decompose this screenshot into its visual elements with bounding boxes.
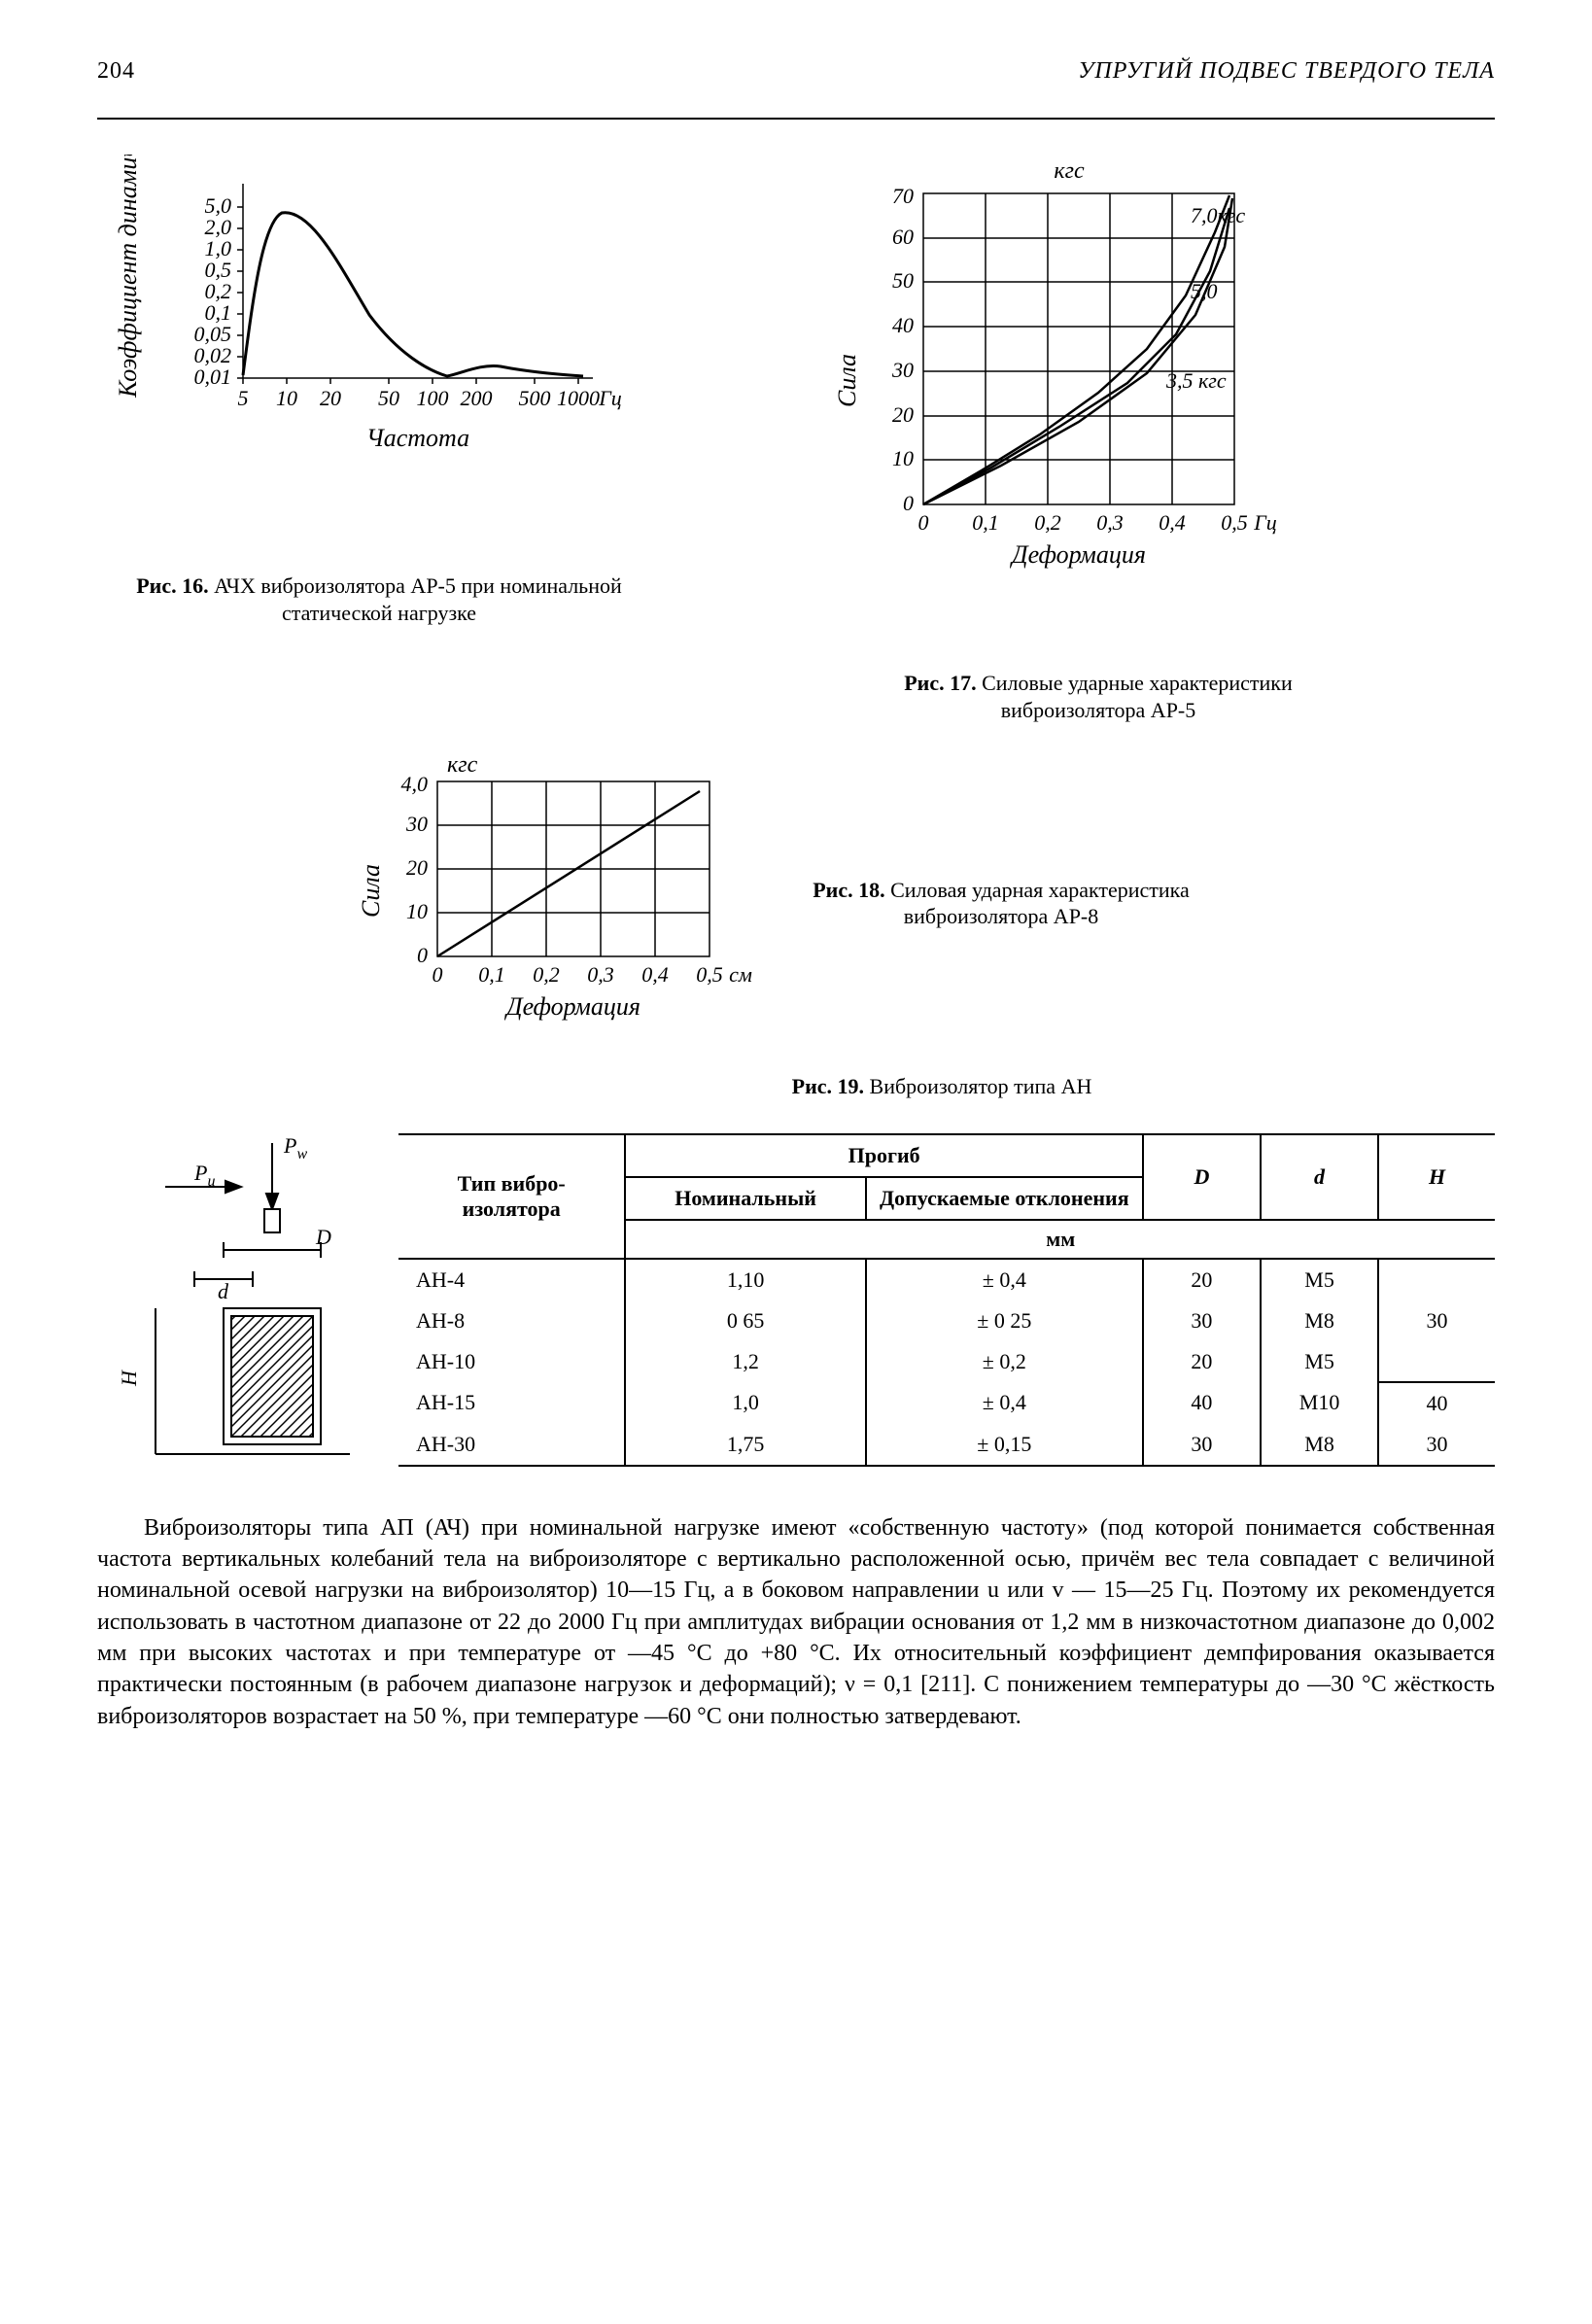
header-rule (97, 118, 1495, 120)
svg-text:Деформация: Деформация (1009, 540, 1146, 569)
svg-text:0,05: 0,05 (194, 322, 232, 346)
svg-text:5: 5 (238, 386, 249, 410)
svg-text:60: 60 (892, 225, 914, 249)
svg-text:Гц: Гц (1253, 510, 1277, 535)
svg-text:20: 20 (892, 402, 914, 427)
svg-text:0,2: 0,2 (205, 279, 232, 303)
svg-text:50: 50 (892, 268, 914, 293)
svg-text:Сила: Сила (357, 864, 385, 918)
svg-text:Деформация: Деформация (503, 992, 640, 1021)
svg-text:D: D (315, 1225, 331, 1249)
figure-18-svg: кгс 0 10 20 30 4,0 (330, 752, 758, 1044)
svg-text:10: 10 (276, 386, 297, 410)
svg-text:Pw: Pw (283, 1133, 307, 1162)
svg-text:50: 50 (378, 386, 399, 410)
figures-row-1: 0,01 0,02 0,05 0,1 0,2 0,5 1,0 2,0 5,0 5… (97, 155, 1495, 723)
svg-text:см: см (729, 962, 752, 987)
svg-text:0: 0 (918, 510, 929, 535)
figure-16-svg: 0,01 0,02 0,05 0,1 0,2 0,5 1,0 2,0 5,0 5… (97, 155, 641, 563)
svg-text:70: 70 (892, 184, 914, 208)
svg-text:0,3: 0,3 (1096, 510, 1124, 535)
svg-text:Pu: Pu (193, 1161, 215, 1190)
table-row: АН-4 1,10 ± 0,4 20 М5 (398, 1259, 1495, 1301)
svg-text:0,1: 0,1 (478, 962, 505, 987)
svg-text:0,1: 0,1 (205, 300, 232, 325)
svg-text:H: H (117, 1370, 141, 1387)
svg-text:40: 40 (892, 313, 914, 337)
svg-text:d: d (218, 1279, 229, 1303)
svg-text:500: 500 (519, 386, 551, 410)
svg-text:0,02: 0,02 (194, 343, 232, 367)
svg-text:30: 30 (891, 358, 914, 382)
svg-text:1000: 1000 (557, 386, 600, 410)
running-title: УПРУГИЙ ПОДВЕС ТВЕРДОГО ТЕЛА (1078, 58, 1495, 85)
figure-17: кгс (797, 155, 1458, 723)
svg-text:2,0: 2,0 (205, 215, 232, 239)
page-number: 204 (97, 58, 135, 85)
fig16-xlabel: Частота (366, 424, 469, 452)
figure-16-caption: Рис. 16. АЧХ виброизолятора АР-5 при ном… (126, 572, 632, 626)
svg-text:0,2: 0,2 (533, 962, 560, 987)
figure-19-diagram: Pw Pu D d H (97, 1133, 369, 1483)
svg-text:0,4: 0,4 (641, 962, 669, 987)
table-row: АН-30 1,75 ± 0,15 30 М8 30 (398, 1424, 1495, 1466)
figure-17-svg: кгс (797, 155, 1341, 660)
svg-text:0: 0 (433, 962, 443, 987)
table-row: АН-10 1,2 ± 0,2 20 М5 (398, 1341, 1495, 1382)
svg-text:0,01: 0,01 (194, 364, 232, 389)
figures-row-2: кгс 0 10 20 30 4,0 (97, 752, 1495, 1044)
svg-text:200: 200 (461, 386, 493, 410)
figure-17-caption: Рис. 17. Силовые ударные характеристики … (884, 670, 1312, 723)
fig16-ylabel: Коэффициент динамичности (114, 155, 142, 399)
svg-text:0,5: 0,5 (1221, 510, 1248, 535)
page-header: 204 УПРУГИЙ ПОДВЕС ТВЕРДОГО ТЕЛА (97, 58, 1495, 85)
svg-text:3,5 кгс: 3,5 кгс (1165, 368, 1227, 393)
figure-19-table: Тип вибро-изолятора Прогиб D d H Номинал… (398, 1133, 1495, 1467)
figure-16: 0,01 0,02 0,05 0,1 0,2 0,5 1,0 2,0 5,0 5… (97, 155, 739, 626)
svg-text:10: 10 (406, 899, 428, 923)
table-row: АН-15 1,0 ± 0,4 40 М10 40 (398, 1382, 1495, 1424)
svg-text:4,0: 4,0 (401, 772, 429, 796)
svg-text:1,0: 1,0 (205, 236, 232, 260)
svg-text:0,5: 0,5 (696, 962, 723, 987)
svg-text:0,4: 0,4 (1159, 510, 1186, 535)
svg-text:кгс: кгс (1054, 158, 1085, 184)
svg-text:0,1: 0,1 (972, 510, 999, 535)
svg-text:Гц: Гц (598, 386, 622, 410)
figure-18-caption: Рис. 18. Силовая ударная характеристика … (797, 877, 1205, 930)
svg-text:0: 0 (417, 943, 428, 967)
svg-text:7,0кгс: 7,0кгс (1191, 203, 1245, 227)
svg-text:100: 100 (417, 386, 449, 410)
svg-text:20: 20 (406, 855, 428, 880)
svg-text:5,0: 5,0 (205, 193, 232, 218)
svg-text:5,0: 5,0 (1191, 279, 1218, 303)
figure-19: Pw Pu D d H Тип вибро-изолятора Прогиб D… (97, 1133, 1495, 1483)
figure-18: кгс 0 10 20 30 4,0 (330, 752, 758, 1044)
svg-text:20: 20 (320, 386, 341, 410)
svg-text:кгс: кгс (447, 752, 478, 778)
svg-text:0: 0 (903, 491, 914, 515)
svg-text:10: 10 (892, 446, 914, 470)
svg-text:0,2: 0,2 (1034, 510, 1061, 535)
figure-19-title: Рис. 19. Виброизолятор типа АН (389, 1073, 1495, 1100)
svg-text:Сила: Сила (833, 354, 861, 407)
svg-text:0,3: 0,3 (587, 962, 614, 987)
body-paragraph: Виброизоляторы типа АП (АЧ) при номиналь… (97, 1512, 1495, 1733)
table-row: АН-8 0 65 ± 0 25 30 М8 30 (398, 1301, 1495, 1341)
svg-text:30: 30 (405, 812, 428, 836)
svg-text:0,5: 0,5 (205, 258, 232, 282)
